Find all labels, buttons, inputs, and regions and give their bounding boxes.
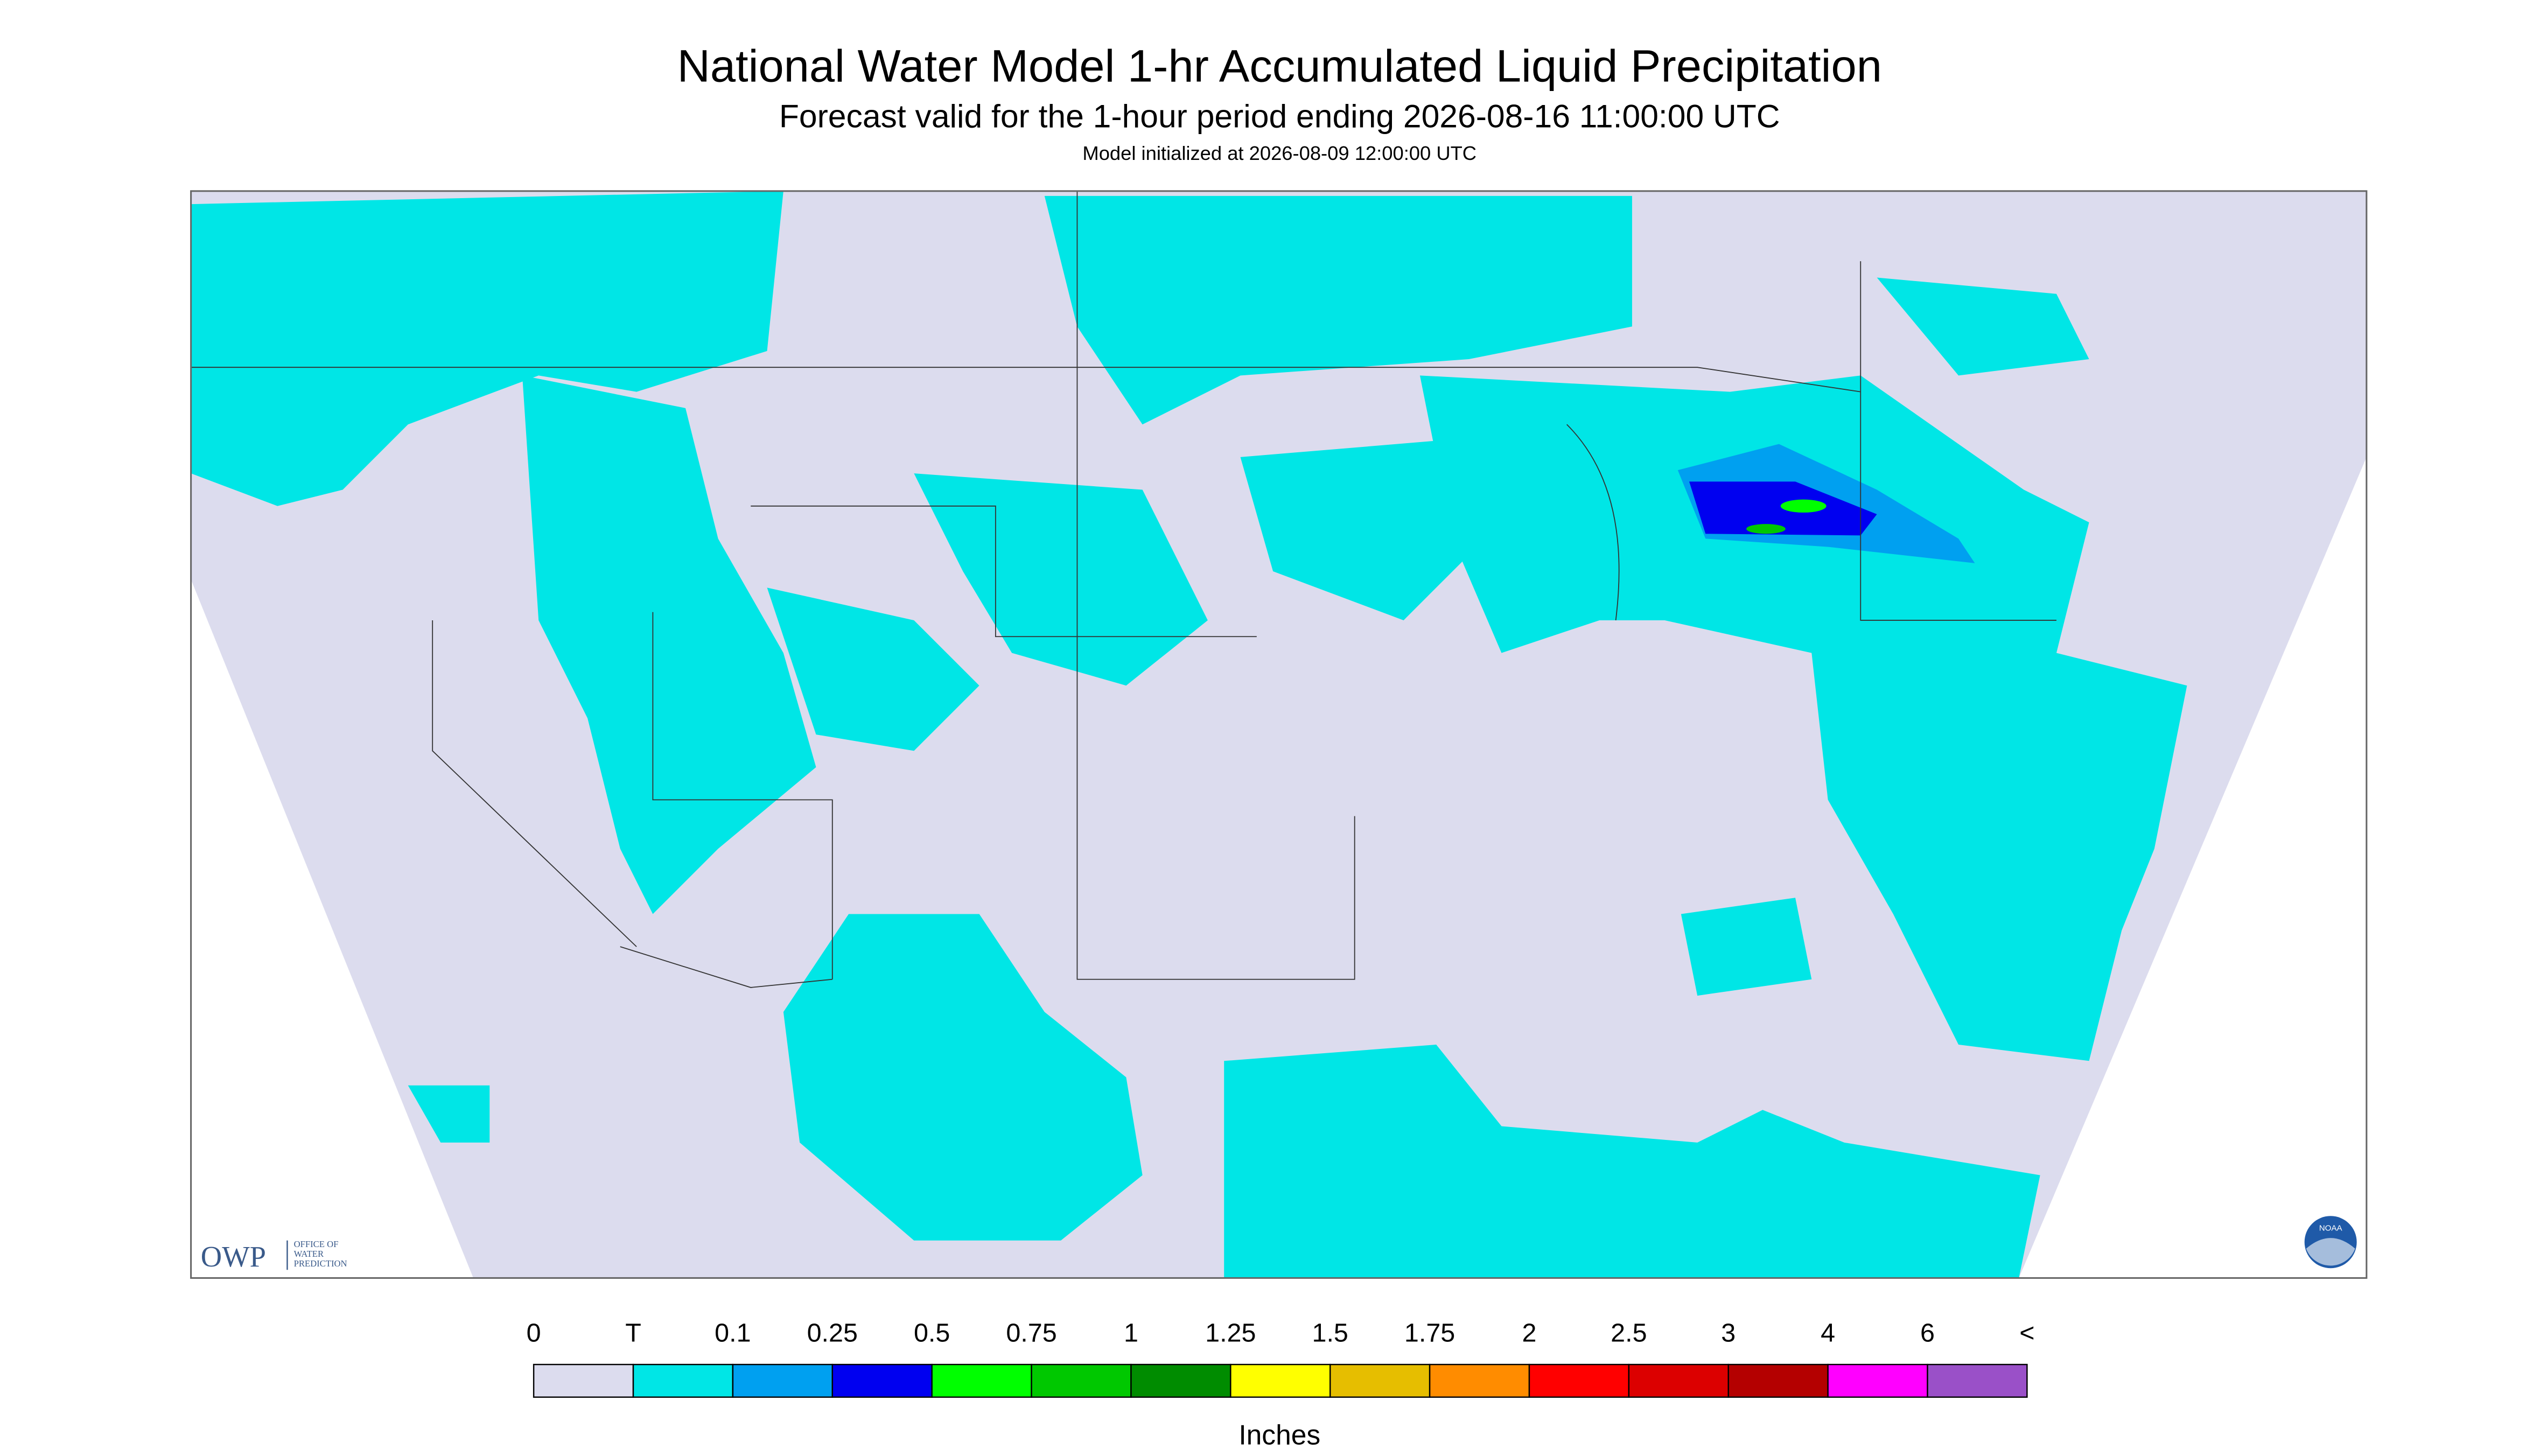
precip-trace [191,191,2187,1278]
logo-text: PREDICTION [294,1258,347,1269]
legend-label: T [625,1319,641,1348]
legend-label: 1.5 [1312,1319,1348,1348]
legend-swatch [1329,1363,1431,1398]
owp-logo: OWP OFFICE OF WATER PREDICTION [201,1239,347,1273]
subtitle: Forecast valid for the 1-hour period end… [779,98,1780,135]
legend-label: 0.5 [914,1319,950,1348]
precip-heavy [1677,444,1975,563]
legend: 0 T 0.1 0.25 0.5 0.75 1 1.25 1.5 1.75 2 2.5 3 4 6 < [527,1319,2035,1398]
logo-text: WATER [294,1249,324,1259]
boundaries [191,191,2056,988]
legend-label: 2 [1522,1319,1536,1348]
legend-label: < [2019,1319,2034,1348]
map-frame [190,190,2368,1279]
legend-label: 3 [1721,1319,1736,1348]
legend-swatch [1827,1363,1928,1398]
noaa-text: NOAA [2319,1224,2343,1233]
legend-label: 1.25 [1205,1319,1256,1348]
noaa-logo: NOAA [2304,1216,2357,1269]
legend-swatch [1528,1363,1630,1398]
legend-swatch [1031,1363,1132,1398]
legend-swatch [1727,1363,1829,1398]
legend-swatch [533,1363,634,1398]
legend-label: 0.25 [807,1319,858,1348]
title: National Water Model 1-hr Accumulated Li… [677,40,1882,92]
init-time: Model initialized at 2026-08-09 12:00:00… [1082,142,1477,164]
legend-swatch [1230,1363,1331,1398]
legend-swatch [831,1363,933,1398]
legend-label: 1 [1124,1319,1138,1348]
legend-label: 6 [1920,1319,1935,1348]
legend-label: 0.75 [1006,1319,1056,1348]
logo-mark: OWP [201,1240,266,1273]
map-area [190,190,2368,1279]
logo-text: OFFICE OF [294,1239,339,1249]
legend-unit: Inches [1238,1419,1320,1451]
legend-label: 0 [527,1319,541,1348]
noaa-wave [2306,1238,2355,1266]
legend-swatch [1628,1363,1729,1398]
legend-label: 0.1 [715,1319,751,1348]
legend-swatch [1429,1363,1530,1398]
legend-label: 2.5 [1611,1319,1647,1348]
legend-swatch [632,1363,734,1398]
legend-swatch [1130,1363,1231,1398]
legend-label: 1.75 [1404,1319,1455,1348]
legend-swatch [1927,1363,2028,1398]
legend-swatch [931,1363,1032,1398]
legend-label: 4 [1821,1319,1835,1348]
legend-swatch [732,1363,833,1398]
